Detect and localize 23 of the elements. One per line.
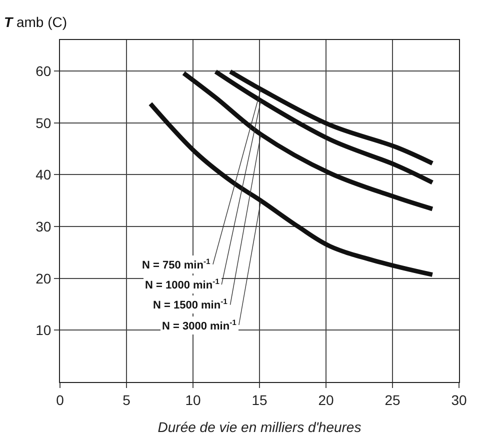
x-tick-label: 20 [318, 392, 334, 408]
x-tick-label: 15 [252, 392, 268, 408]
x-tick-label: 25 [384, 392, 400, 408]
line-series [213, 69, 435, 185]
line-series [228, 69, 435, 166]
y-tick-label: 40 [36, 166, 52, 183]
x-tick-label: 5 [122, 392, 131, 408]
x-axis-title: Durée de vie en milliers d'heures [158, 419, 362, 436]
y-tick-label: 30 [36, 218, 52, 234]
x-tick-label: 0 [56, 392, 64, 408]
text: N = 3000 min$^{-1}$ [162, 318, 238, 333]
text: N = 1000 min$^{-1}$ [145, 277, 220, 292]
y-tick-label: 50 [36, 114, 52, 131]
y-tick-label: 10 [36, 322, 52, 338]
y-tick-label: 20 [36, 270, 52, 286]
text: N = 750 min$^{-1}$ [142, 257, 212, 272]
x-tick-label: 10 [185, 392, 201, 408]
text: N = 1500 min$^{-1}$ [153, 297, 228, 312]
line-series [148, 101, 435, 277]
x-tick-label: 30 [451, 392, 467, 408]
line-series [181, 70, 435, 212]
y-axis-title: T amb (C) [4, 14, 68, 30]
y-tick-label: 60 [36, 62, 52, 79]
